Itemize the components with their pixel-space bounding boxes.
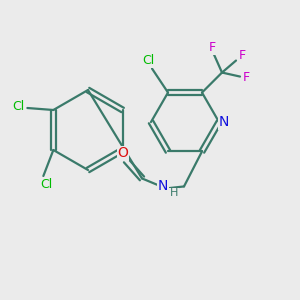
Text: N: N xyxy=(219,115,229,129)
Text: Cl: Cl xyxy=(142,54,154,67)
Text: F: F xyxy=(208,41,216,54)
Text: N: N xyxy=(158,179,168,194)
Text: F: F xyxy=(238,49,246,62)
Text: O: O xyxy=(118,146,128,161)
Text: F: F xyxy=(242,71,250,84)
Text: H: H xyxy=(170,188,178,198)
Text: Cl: Cl xyxy=(40,178,52,190)
Text: Cl: Cl xyxy=(12,100,25,113)
